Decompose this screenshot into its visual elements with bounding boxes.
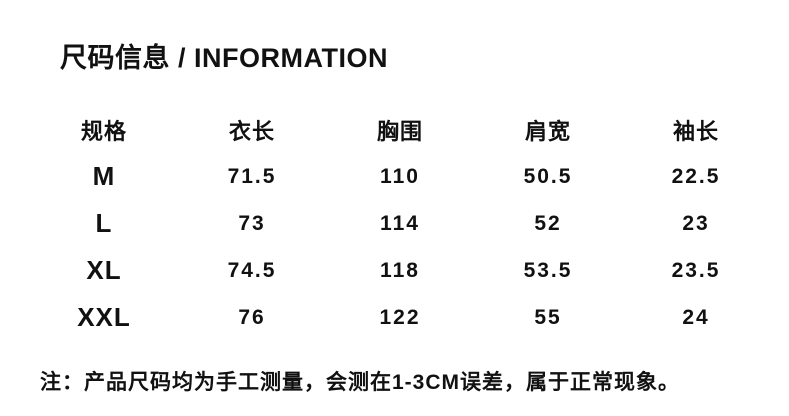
size-row-m: M 71.5 110 50.5 22.5 — [30, 153, 770, 200]
header-garment-length: 衣长 — [228, 118, 275, 144]
value-l-sleeve-length: 23 — [682, 211, 710, 235]
value-xxl-chest: 122 — [379, 305, 421, 329]
value-m-garment-length: 71.5 — [227, 164, 277, 188]
header-shoulder-width: 肩宽 — [524, 118, 571, 144]
header-chest: 胸围 — [376, 118, 423, 144]
header-spec: 规格 — [80, 118, 127, 144]
size-table-header-row: 规格 衣长 胸围 肩宽 袖长 — [30, 106, 770, 153]
value-xl-shoulder-width: 53.5 — [523, 258, 573, 282]
page-title: 尺码信息 / INFORMATION — [60, 43, 388, 73]
size-row-l: L 73 114 52 23 — [30, 200, 770, 247]
size-label-m: M — [92, 161, 116, 191]
value-xxl-sleeve-length: 24 — [682, 305, 710, 329]
measurement-note: 注：产品尺码均为手工测量，会测在1-3CM误差，属于正常现象。 — [40, 371, 681, 394]
value-m-shoulder-width: 50.5 — [523, 164, 573, 188]
value-m-chest: 110 — [380, 164, 420, 188]
size-row-xxl: XXL 76 122 55 24 — [30, 294, 770, 341]
header-sleeve-length: 袖长 — [672, 118, 719, 144]
value-xxl-shoulder-width: 55 — [534, 305, 562, 329]
value-l-chest: 114 — [380, 211, 420, 235]
value-xl-sleeve-length: 23.5 — [671, 258, 721, 282]
size-label-l: L — [95, 208, 113, 238]
value-xl-chest: 118 — [380, 258, 420, 282]
size-table: 规格 衣长 胸围 肩宽 袖长 M 71.5 110 50.5 22.5 L 73… — [30, 106, 770, 341]
size-row-xl: XL 74.5 118 53.5 23.5 — [30, 247, 770, 294]
value-l-shoulder-width: 52 — [534, 211, 562, 235]
size-label-xxl: XXL — [77, 302, 131, 332]
size-label-xl: XL — [86, 255, 122, 285]
value-l-garment-length: 73 — [238, 211, 266, 235]
value-m-sleeve-length: 22.5 — [671, 164, 721, 188]
value-xxl-garment-length: 76 — [238, 305, 266, 329]
value-xl-garment-length: 74.5 — [227, 258, 277, 282]
